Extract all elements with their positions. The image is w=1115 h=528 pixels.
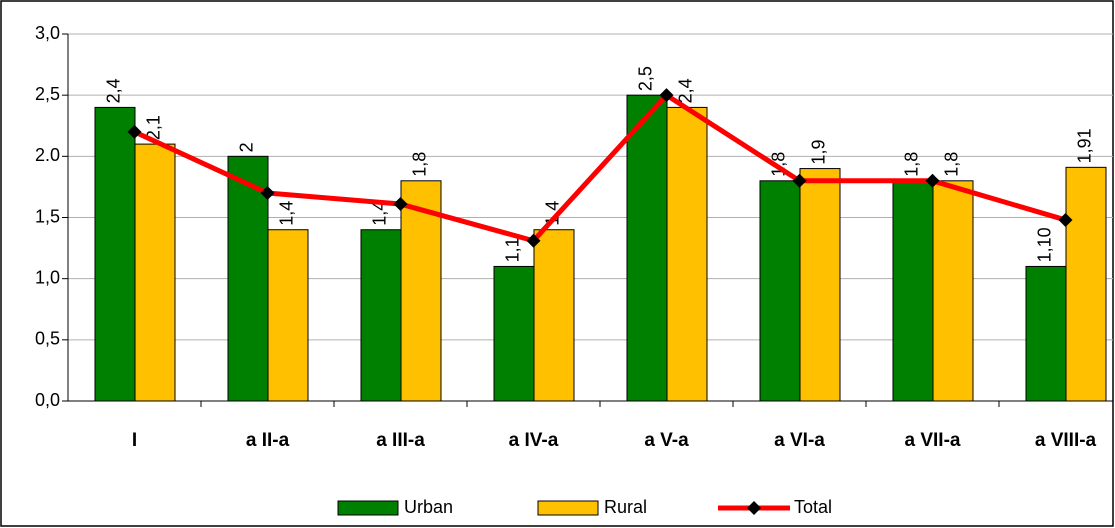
line-marker bbox=[792, 173, 807, 188]
data-label: 2,1 bbox=[144, 115, 164, 140]
legend-label: Total bbox=[794, 497, 832, 517]
bar bbox=[1025, 265, 1067, 402]
line-marker bbox=[260, 186, 275, 201]
bar bbox=[493, 265, 535, 402]
y-tick-label: 0,5 bbox=[35, 329, 60, 349]
bar bbox=[892, 180, 934, 402]
x-tick-label: I bbox=[132, 430, 137, 451]
legend-label: Urban bbox=[404, 497, 453, 517]
x-tick-label: a II-a bbox=[246, 430, 290, 451]
data-label: 1,8 bbox=[902, 152, 922, 177]
data-label: 2,4 bbox=[676, 78, 696, 103]
x-tick-label: a III-a bbox=[376, 430, 425, 451]
y-tick-label: 0,0 bbox=[35, 390, 60, 410]
legend-swatch bbox=[337, 500, 399, 516]
legend-marker bbox=[747, 501, 761, 515]
bar bbox=[799, 168, 841, 402]
data-label: 1,8 bbox=[410, 152, 430, 177]
line-marker bbox=[127, 124, 142, 139]
bar bbox=[759, 180, 801, 402]
legend-swatch bbox=[537, 500, 599, 516]
line-marker bbox=[1058, 212, 1073, 227]
y-tick-label: 2.0 bbox=[35, 145, 60, 165]
x-tick-label: a V-a bbox=[644, 430, 689, 451]
bar bbox=[134, 143, 176, 402]
bar bbox=[932, 180, 974, 402]
line-marker bbox=[925, 173, 940, 188]
legend-label: Rural bbox=[604, 497, 647, 517]
data-label: 2 bbox=[237, 142, 257, 152]
data-label: 1,91 bbox=[1075, 128, 1095, 163]
line-marker bbox=[659, 88, 674, 103]
data-label: 1,4 bbox=[277, 201, 297, 226]
y-tick-label: 1,0 bbox=[35, 267, 60, 287]
y-tick-label: 1,5 bbox=[35, 206, 60, 226]
bar bbox=[626, 94, 668, 402]
bar bbox=[360, 229, 402, 402]
bar bbox=[666, 106, 708, 402]
bar bbox=[227, 155, 269, 402]
bar bbox=[400, 180, 442, 402]
x-tick-label: a VIII-a bbox=[1035, 430, 1097, 451]
data-label: 1,1 bbox=[503, 237, 523, 262]
data-label: 1,9 bbox=[809, 140, 829, 165]
data-label: 2,5 bbox=[636, 66, 656, 91]
bar bbox=[1065, 166, 1107, 402]
bar bbox=[267, 229, 309, 402]
bar bbox=[533, 229, 575, 402]
data-label: 1,8 bbox=[942, 152, 962, 177]
x-tick-label: a IV-a bbox=[509, 430, 559, 451]
data-label: 1,4 bbox=[370, 201, 390, 226]
y-tick-label: 2,5 bbox=[35, 84, 60, 104]
line-marker bbox=[393, 197, 408, 212]
data-label: 1,10 bbox=[1035, 227, 1055, 262]
x-tick-label: a VII-a bbox=[905, 430, 961, 451]
y-tick-label: 3,0 bbox=[35, 23, 60, 43]
x-tick-label: a VI-a bbox=[774, 430, 825, 451]
line bbox=[133, 92, 1067, 244]
data-label: 2,4 bbox=[104, 78, 124, 103]
line-marker bbox=[526, 233, 541, 248]
data-label: 1,4 bbox=[543, 201, 563, 226]
bar bbox=[94, 106, 136, 402]
